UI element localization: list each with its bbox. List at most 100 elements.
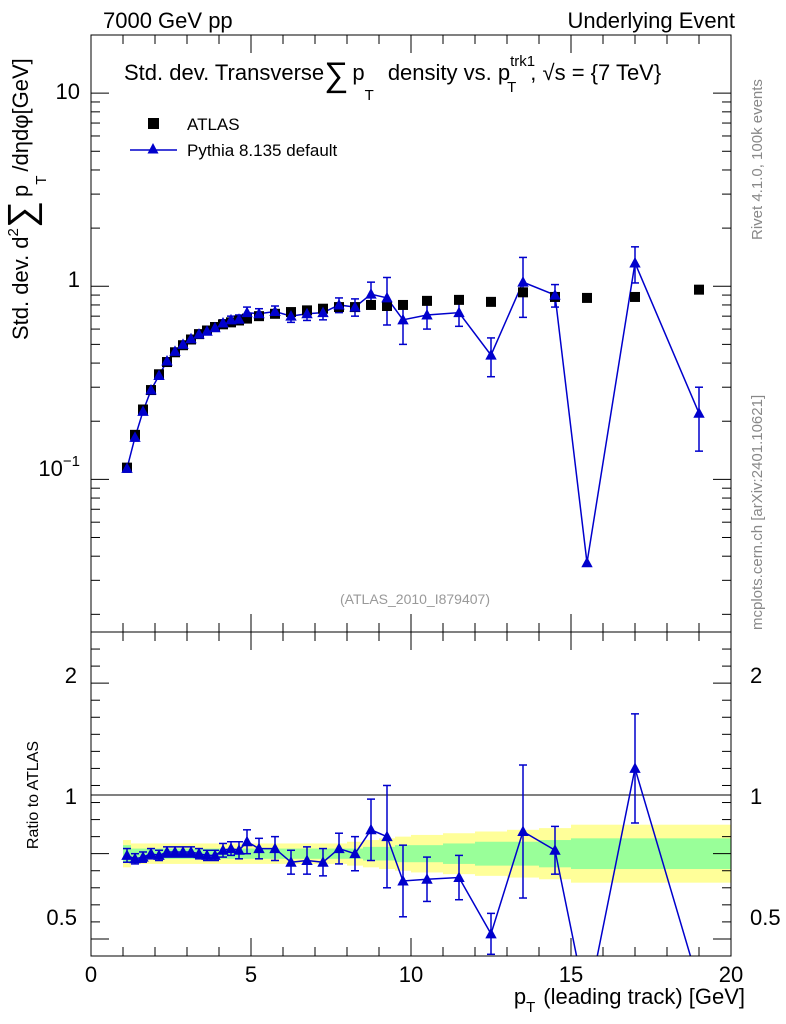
data-point — [582, 292, 592, 303]
ratio-band-inner — [411, 845, 443, 863]
data-point — [454, 294, 464, 305]
mc-point — [269, 305, 281, 316]
ratio-mc-point — [193, 847, 205, 859]
ratio-ytick-label-right-2: 2 — [750, 663, 762, 688]
ytick-label-1: 1 — [68, 267, 80, 292]
ratio-mc-point — [301, 854, 313, 866]
legend-mc-marker — [147, 143, 159, 154]
ratio-mc-point — [161, 845, 173, 857]
ratio-mc-point — [169, 845, 181, 857]
ratio-mc-point — [333, 842, 345, 854]
header-left: 7000 GeV pp — [103, 8, 233, 33]
ratio-mc-point — [225, 842, 237, 854]
xtick-label-15: 15 — [559, 962, 583, 987]
ratio-mc-point — [177, 845, 189, 857]
ratio-mc-point — [241, 835, 253, 847]
ratio-ytick-label-right-0-5: 0.5 — [750, 905, 781, 930]
ratio-mc-point — [485, 927, 497, 939]
mc-point — [153, 369, 165, 380]
mc-line — [126, 260, 700, 563]
ratio-y-axis-label: Ratio to ATLAS — [25, 741, 42, 849]
mc-point — [581, 556, 593, 568]
mc-point — [209, 321, 221, 333]
legend: ATLAS Pythia 8.135 default — [130, 115, 338, 160]
ratio-mc-point — [121, 849, 133, 860]
ratio-mc-point — [549, 844, 561, 855]
mc-point — [285, 310, 297, 321]
ratio-mc-point — [517, 825, 529, 837]
ratio-mc-point — [381, 830, 393, 842]
ratio-mc-point — [285, 856, 297, 867]
ratio-ytick-label-right-1: 1 — [750, 784, 762, 809]
xtick-label-5: 5 — [245, 962, 257, 987]
mc-point — [421, 308, 433, 320]
ratio-series — [121, 713, 692, 956]
xtick-label-0: 0 — [85, 962, 97, 987]
main-ticks — [90, 34, 732, 632]
y-axis-label: Std. dev. d2∑pT/dηdφ[GeV] — [1, 58, 50, 340]
mc-point — [145, 384, 157, 395]
mc-point — [225, 313, 237, 325]
ratio-mc-point — [233, 844, 245, 855]
mc-point — [169, 345, 181, 356]
ratio-mc-point — [145, 847, 157, 859]
mc-point — [517, 276, 529, 287]
mc-point — [365, 288, 377, 299]
xtick-label-20: 20 — [719, 962, 743, 987]
mc-point — [301, 307, 313, 319]
rivet-label: Rivet 4.1.0, 100k events — [749, 79, 766, 240]
ratio-mc-point — [349, 847, 361, 859]
ratio-series-group — [121, 713, 692, 956]
mc-point — [333, 298, 345, 310]
ratio-mc-point — [137, 851, 149, 862]
analysis-tag: (ATLAS_2010_I879407) — [340, 591, 490, 607]
ratio-band-inner — [443, 843, 475, 864]
legend-data-marker — [148, 118, 159, 129]
mc-point — [177, 338, 189, 349]
data-point — [398, 299, 408, 310]
mc-point — [397, 313, 409, 325]
xtick-label-10: 10 — [399, 962, 423, 987]
mc-point — [121, 462, 133, 473]
ratio-band-inner — [603, 838, 667, 870]
ytick-label-0-1: 10−1 — [38, 453, 80, 481]
ratio-band-inner — [475, 841, 507, 866]
ratio-ytick-label-2: 2 — [65, 663, 77, 688]
mc-point — [453, 306, 465, 318]
legend-data-label: ATLAS — [187, 115, 240, 134]
chart-title: Std. dev. Transverse∑ pTdensity vs. ptrk1… — [124, 53, 661, 104]
data-point — [486, 296, 496, 307]
ratio-mc-point — [629, 762, 641, 773]
mc-point — [549, 289, 561, 300]
ratio-mc-point — [185, 845, 197, 857]
mc-point — [349, 301, 361, 312]
mc-point — [629, 256, 641, 268]
ratio-ticks — [90, 631, 732, 956]
ratio-ytick-label-1: 1 — [65, 784, 77, 809]
ratio-mc-point — [421, 873, 433, 884]
mc-point — [193, 328, 205, 339]
mc-point — [185, 332, 197, 344]
legend-mc-label: Pythia 8.135 default — [187, 141, 338, 160]
ratio-mc-line — [126, 768, 692, 956]
mc-point — [217, 317, 229, 328]
ratio-mc-point — [153, 849, 165, 860]
mc-point — [233, 313, 245, 324]
main-series — [121, 246, 705, 568]
mc-point — [161, 355, 173, 366]
mc-point — [381, 291, 393, 303]
mc-point — [137, 405, 149, 416]
mc-point — [485, 349, 497, 360]
data-point — [694, 284, 704, 295]
ratio-mc-point — [365, 823, 377, 835]
data-point — [382, 301, 392, 312]
header-right: Underlying Event — [567, 8, 735, 33]
ratio-mc-point — [209, 849, 221, 860]
data-point — [630, 291, 640, 302]
data-point — [366, 299, 376, 310]
main-panel: Std. dev. Transverse∑ pTdensity vs. ptrk1… — [1, 34, 732, 633]
ratio-ytick-label-0-5: 0.5 — [46, 905, 77, 930]
ratio-mc-point — [317, 856, 329, 867]
x-axis-label: pT (leading track) [GeV] — [514, 984, 745, 1016]
ratio-mc-point — [397, 874, 409, 886]
